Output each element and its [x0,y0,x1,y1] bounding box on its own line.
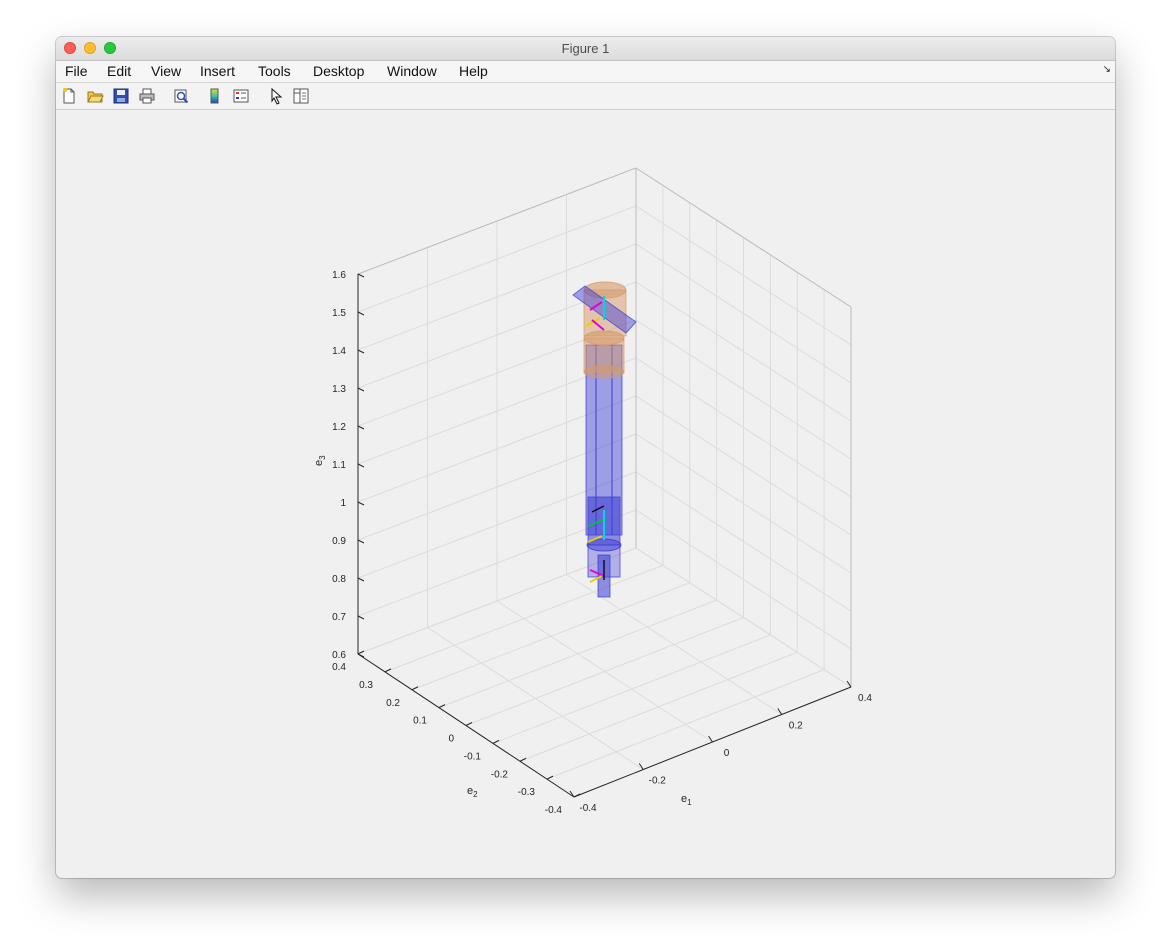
e3-tick-label: 1.1 [332,460,346,471]
e3-tick-label: 1.2 [332,422,346,433]
e3-tick-label: 1.3 [332,384,346,395]
shoulder-cap [583,330,625,346]
frame-axis-magenta [591,319,605,331]
property-inspector-icon[interactable] [292,87,310,105]
e1-tick-label: -0.4 [579,803,597,814]
frame-axis-black [591,505,605,513]
e1-tick-label: -0.2 [649,776,667,787]
menu-view[interactable]: View [151,63,182,79]
save-icon[interactable] [112,87,130,105]
e2-tick-label: 0.3 [359,680,373,691]
figure-window: Figure 1 File Edit View Insert Tools Des… [56,37,1115,878]
open-file-icon[interactable] [86,87,104,105]
menu-file[interactable]: File [65,63,88,79]
e3-tick-label: 1.5 [332,308,346,319]
frame-axis-magenta [589,569,605,577]
frame-axis-magenta [589,301,603,311]
e3-tick-label: 1.4 [332,346,346,357]
pointer-icon[interactable] [267,87,285,105]
print-icon[interactable] [138,87,156,105]
e2-axis-label: e2 [467,785,478,799]
plot-area[interactable]: -0.4 -0.2 0 0.2 0.4 0.4 0.3 0.2 0.1 0 -0.1 -0.2 -0.3… [56,110,1115,878]
menu-desktop[interactable]: Desktop [313,63,365,79]
menu-insert[interactable]: Insert [200,63,236,79]
e3-tick-label: 0.6 [332,650,346,661]
e3-tick-label: 0.7 [332,612,346,623]
e3-tick-label: 1 [340,498,346,509]
e2-tick-label: -0.4 [545,805,563,816]
shoulder-base [583,365,625,379]
e2-tick-label: 0.4 [332,662,346,673]
e2-tick-label: -0.3 [518,787,536,798]
e2-tick-label: 0.1 [413,716,427,727]
maximize-window-button[interactable] [104,42,116,54]
e1-tick-label: 0 [724,748,730,759]
e2-tick-label: -0.1 [464,751,482,762]
minimize-window-button[interactable] [84,42,96,54]
new-figure-icon[interactable] [60,87,78,105]
e1-tick-label: 0.4 [858,693,872,704]
legend-icon[interactable] [232,87,250,105]
frame-axis-yellow [587,535,603,543]
e3-tick-label: 0.8 [332,574,346,585]
e1-tick-label: 0.2 [789,721,803,732]
e3-tick-label: 0.9 [332,536,346,547]
frame-axis-yellow [589,575,603,583]
close-window-button[interactable] [64,42,76,54]
menu-edit[interactable]: Edit [107,63,132,79]
e2-tick-label: 0.2 [386,698,400,709]
menu-tools[interactable]: Tools [258,63,291,79]
e2-tick-label: 0 [448,734,454,745]
e3-tick-label: 1.6 [332,270,346,281]
figure-toolbar [56,83,1115,110]
robot-model [572,281,637,598]
title-bar[interactable]: Figure 1 [56,37,1115,61]
e2-tick-label: -0.2 [491,769,509,780]
menu-bar: File Edit View Insert Tools Desktop Wind… [56,61,1115,83]
print-preview-icon[interactable] [172,87,190,105]
e1-axis-label: e1 [681,793,692,807]
menu-window[interactable]: Window [387,63,437,79]
menu-help[interactable]: Help [459,63,488,79]
e3-axis-label: e3 [313,455,327,466]
colorbar-icon[interactable] [206,87,224,105]
window-title: Figure 1 [561,41,610,56]
frame-axis-green [587,519,604,527]
dock-arrow-icon[interactable]: ↘ [1102,64,1111,75]
axes-ticks: -0.4 -0.2 0 0.2 0.4 0.4 0.3 0.2 0.1 0 -0.1 -0.2 -0.3… [332,270,872,816]
